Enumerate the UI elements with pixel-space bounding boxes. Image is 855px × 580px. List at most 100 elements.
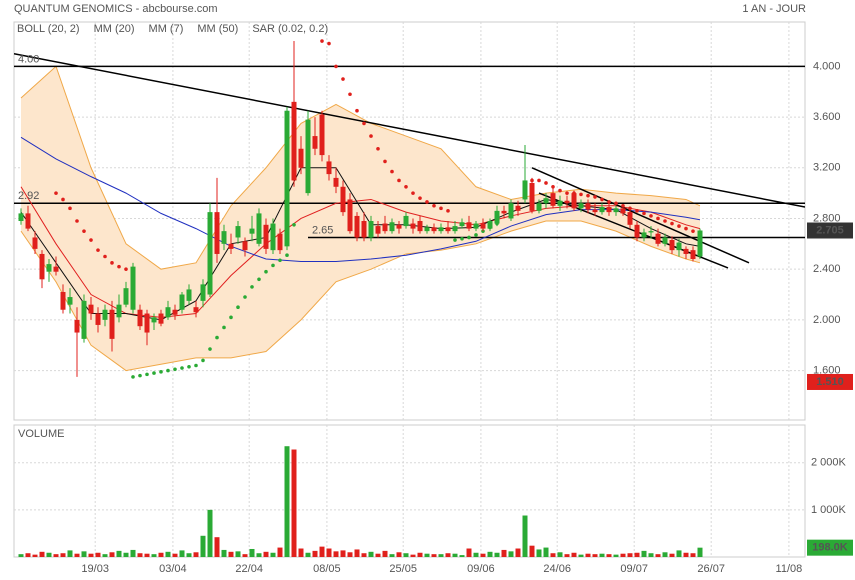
- candle-body: [620, 208, 626, 214]
- candle-body: [501, 210, 507, 214]
- candle-body: [571, 193, 577, 209]
- candle-body: [634, 224, 640, 238]
- volume-bar: [508, 551, 514, 557]
- volume-bar: [557, 552, 563, 557]
- volume-bar: [333, 551, 339, 557]
- candle-body: [74, 319, 80, 333]
- volume-bar: [291, 449, 297, 557]
- candle-body: [648, 231, 654, 233]
- candle-body: [515, 205, 521, 211]
- x-tick-label: 11/08: [776, 563, 803, 575]
- sar-dot: [376, 146, 380, 151]
- candle-body: [466, 222, 472, 229]
- volume-bar: [487, 551, 493, 557]
- candle-body: [473, 223, 479, 229]
- candle-body: [354, 215, 360, 238]
- candle-body: [697, 230, 703, 257]
- sar-dot: [362, 121, 366, 126]
- legend-entry: BOLL (20, 2): [17, 23, 80, 35]
- volume-bar: [361, 553, 367, 557]
- candle-body: [452, 226, 458, 232]
- candle-body: [298, 148, 304, 168]
- sar-dot: [138, 373, 142, 378]
- x-tick-label: 19/03: [81, 563, 109, 575]
- volume-panel: [13, 424, 806, 558]
- candle-body: [445, 227, 451, 232]
- volume-bar: [249, 548, 255, 557]
- candle-body: [221, 231, 227, 244]
- volume-bar: [158, 552, 164, 557]
- legend-entry: MM (7): [149, 23, 184, 35]
- y-tick-label: 1.600: [813, 364, 841, 376]
- volume-bar: [340, 550, 346, 557]
- candle-body: [529, 182, 535, 211]
- y-tick-label: 1 000K: [811, 504, 847, 516]
- volume-bar: [501, 549, 507, 557]
- sar-dot: [663, 219, 667, 223]
- candle-body: [410, 223, 416, 229]
- sar-dot: [229, 315, 233, 320]
- sar-dot: [54, 191, 58, 195]
- x-tick-label: 09/07: [620, 563, 648, 575]
- sar-dot: [89, 238, 93, 242]
- candle-body: [256, 213, 262, 244]
- sar-dot: [271, 263, 275, 268]
- volume-bar: [529, 545, 535, 557]
- volume-bar: [298, 548, 304, 557]
- candle-body: [291, 101, 297, 181]
- volume-bar: [410, 554, 416, 557]
- volume-bar: [179, 550, 185, 557]
- candle-body: [641, 232, 647, 238]
- candle-body: [662, 237, 668, 244]
- sar-dot: [418, 196, 422, 200]
- sar-dot: [642, 211, 646, 216]
- volume-bar: [60, 553, 66, 557]
- volume-bar: [424, 553, 430, 557]
- candle-body: [144, 313, 150, 333]
- y-tick-label: 2.400: [813, 263, 841, 275]
- sar-dot: [131, 375, 135, 379]
- volume-bar: [46, 552, 52, 557]
- volume-bar: [431, 554, 437, 557]
- volume-bar: [676, 550, 682, 557]
- candle-body: [312, 136, 318, 149]
- candle-body: [431, 227, 437, 232]
- y-tick-label: 2 000K: [811, 457, 847, 469]
- volume-bar: [214, 537, 220, 557]
- sar-dot: [222, 325, 226, 330]
- sar-dot: [425, 200, 429, 204]
- candle-body: [25, 213, 31, 229]
- y-tick-label: 4.000: [813, 60, 841, 72]
- volume-bar: [669, 553, 675, 557]
- sar-dot: [544, 181, 548, 185]
- sar-dot: [453, 238, 457, 242]
- sar-dot: [103, 254, 107, 259]
- volume-bar: [648, 553, 654, 557]
- candle-body: [326, 161, 332, 175]
- candle-body: [151, 317, 157, 323]
- candle-body: [669, 240, 675, 251]
- volume-bar: [67, 550, 73, 557]
- volume-bar: [242, 554, 248, 557]
- sar-dot: [75, 219, 79, 223]
- candle-body: [333, 177, 339, 187]
- candle-body: [522, 180, 528, 200]
- candle-body: [487, 221, 493, 229]
- sar-dot: [187, 364, 191, 369]
- volume-bar: [312, 550, 318, 557]
- y-tick-label: 2.000: [813, 314, 841, 326]
- volume-bar: [116, 550, 122, 557]
- sar-dot: [635, 209, 639, 213]
- sar-dot: [439, 206, 443, 211]
- overlay: 19/03 03/04 22/04 08/05 25/05 09/06 24/06 09/07…: [17, 23, 853, 575]
- volume-bar: [221, 549, 227, 557]
- candle-body: [277, 233, 283, 251]
- candle-body: [655, 233, 661, 244]
- sar-dot: [180, 366, 184, 370]
- volume-bar: [207, 509, 213, 557]
- candle-body: [690, 250, 696, 260]
- candle-body: [228, 243, 234, 249]
- sar-dot: [236, 305, 240, 309]
- candle-body: [207, 212, 213, 295]
- volume-bar: [326, 548, 332, 557]
